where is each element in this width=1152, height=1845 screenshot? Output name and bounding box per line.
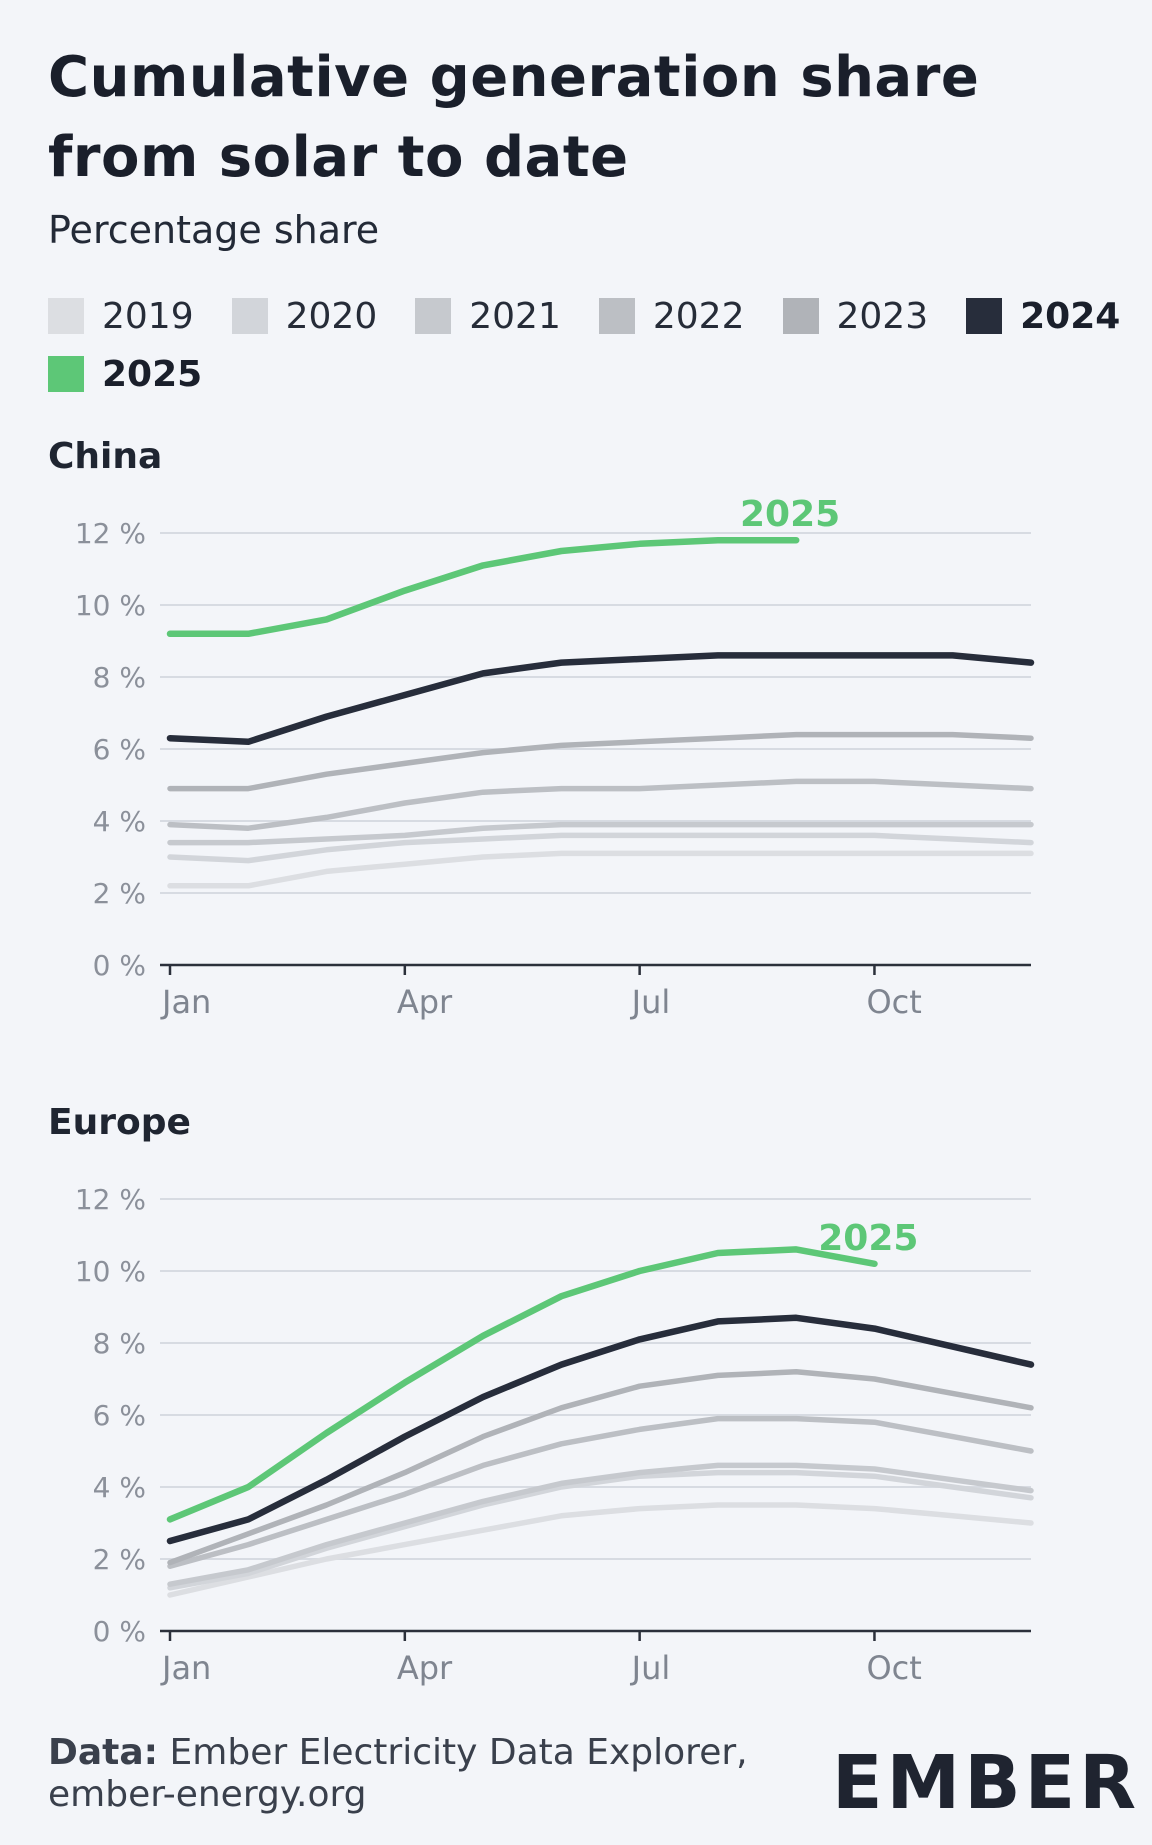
y-tick-label: 0 % xyxy=(93,1615,146,1648)
series-line-2021 xyxy=(167,821,1034,846)
panel-title-europe: Europe xyxy=(48,1102,191,1143)
y-tick-label: 12 % xyxy=(75,1183,146,1216)
y-tick-label: 12 % xyxy=(75,517,146,550)
source-note: Data: Ember Electricity Data Explorer, e… xyxy=(48,1732,768,1816)
source-prefix: Data: xyxy=(48,1732,159,1773)
y-tick-label: 8 % xyxy=(93,661,146,694)
series-line-2025 xyxy=(166,1246,878,1523)
series-line-2020 xyxy=(167,1469,1034,1591)
legend-item-2021: 2021 xyxy=(415,295,561,337)
legend-swatch xyxy=(966,298,1003,334)
china-line-chart: 0 % 2 % 4 % 6 % 8 % 10 % 12 % Jan Apr Jul Oct 2025 xyxy=(75,494,1035,1021)
source-text: Ember Electricity Data Explorer, ember-e… xyxy=(48,1732,748,1815)
series-line-2025 xyxy=(166,536,800,638)
ember-logo: EMBER xyxy=(832,1738,1140,1828)
y-tick-label: 2 % xyxy=(93,877,146,910)
x-tick-label: Jul xyxy=(630,1649,671,1687)
x-tick-label: Oct xyxy=(866,983,921,1021)
y-tick-label: 2 % xyxy=(93,1543,146,1576)
legend-label: 2020 xyxy=(285,295,378,337)
series-annotation-2025: 2025 xyxy=(818,1218,918,1259)
x-tick-label: Apr xyxy=(397,983,453,1021)
x-tick-label: Jan xyxy=(160,1649,211,1687)
legend-item-2022: 2022 xyxy=(598,295,745,337)
y-tick-label: 4 % xyxy=(93,1471,146,1504)
series-line-2023 xyxy=(167,731,1034,792)
legend-swatch xyxy=(48,298,84,334)
series-line-2023 xyxy=(167,1369,1034,1566)
series-line-2024 xyxy=(166,1314,1035,1545)
x-tick-label: Apr xyxy=(397,1649,453,1687)
legend-item-2025: 2025 xyxy=(48,353,203,395)
legend-label: 2021 xyxy=(469,295,561,337)
series-line-2022 xyxy=(167,778,1034,831)
legend: 2019 2020 2021 2022 2023 2024 2025 xyxy=(48,295,1128,395)
series-line-2019 xyxy=(167,850,1034,889)
legend-label: 2023 xyxy=(836,295,929,337)
y-tick-label: 8 % xyxy=(93,1327,146,1360)
series-line-2021 xyxy=(167,1462,1034,1587)
chart-subtitle: Percentage share xyxy=(48,208,380,252)
x-tick-label: Oct xyxy=(866,1649,921,1687)
legend-swatch xyxy=(415,298,452,334)
series-line-2020 xyxy=(167,832,1034,864)
legend-swatch xyxy=(48,356,84,392)
y-tick-label: 4 % xyxy=(93,805,146,838)
legend-label: 2022 xyxy=(652,295,745,337)
x-tick-label: Jan xyxy=(160,983,211,1021)
series-line-2024 xyxy=(166,652,1035,746)
series-line-2022 xyxy=(167,1415,1034,1569)
legend-label: 2019 xyxy=(102,295,194,337)
chart-title: Cumulative generation share from solar t… xyxy=(48,45,980,190)
panel-title-china: China xyxy=(48,436,163,477)
y-tick-label: 10 % xyxy=(75,1255,146,1288)
series-annotation-2025: 2025 xyxy=(740,494,840,535)
logo-text: EMBER xyxy=(832,1740,1141,1826)
series-line-2019 xyxy=(167,1502,1034,1598)
y-tick-label: 6 % xyxy=(93,1399,146,1432)
legend-item-2019: 2019 xyxy=(48,295,194,337)
y-tick-label: 6 % xyxy=(93,733,146,766)
y-tick-label: 10 % xyxy=(75,589,146,622)
legend-item-2024: 2024 xyxy=(966,295,1121,337)
legend-label: 2025 xyxy=(102,353,203,395)
legend-swatch xyxy=(598,298,635,334)
y-tick-label: 0 % xyxy=(93,949,146,982)
legend-item-2023: 2023 xyxy=(782,295,929,337)
legend-swatch xyxy=(782,298,819,334)
europe-line-chart: 0 % 2 % 4 % 6 % 8 % 10 % 12 % Jan Apr Jul Oct 2025 xyxy=(75,1183,1035,1687)
x-tick-label: Jul xyxy=(630,983,671,1021)
legend-swatch xyxy=(231,298,268,334)
legend-label: 2024 xyxy=(1020,295,1121,337)
legend-item-2020: 2020 xyxy=(231,295,378,337)
